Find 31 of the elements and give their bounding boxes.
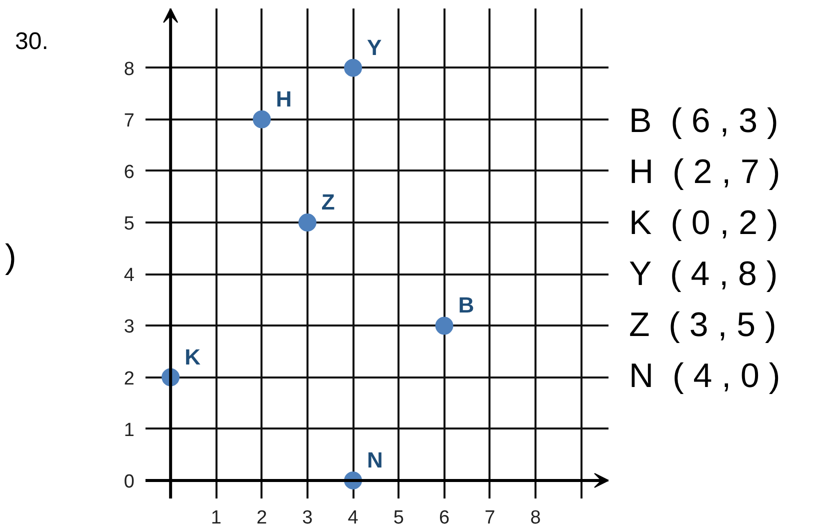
x-tick-label: 3 xyxy=(302,508,313,528)
y-tick-label: 7 xyxy=(124,110,135,132)
x-tick-label: 8 xyxy=(530,508,541,528)
x-tick-label: 7 xyxy=(484,508,496,528)
text: Y ( 4 , 8 ) xyxy=(629,254,778,295)
x-tick-label: 5 xyxy=(393,508,404,528)
x-tick-label: 1 xyxy=(210,508,222,528)
data-label: H xyxy=(276,86,292,112)
y-tick-label: 5 xyxy=(124,214,135,235)
text: K ( 0 , 2 ) xyxy=(629,203,778,244)
data-label: B xyxy=(458,292,474,318)
y-tick-label: 1 xyxy=(124,420,135,441)
y-tick-label: 2 xyxy=(124,368,135,390)
y-tick-label: 6 xyxy=(124,162,135,183)
y-tick-label: 4 xyxy=(124,265,135,286)
data-label: N xyxy=(367,447,383,472)
text: Z ( 3 , 5 ) xyxy=(629,305,776,346)
text: B ( 6 , 3 ) xyxy=(629,101,778,142)
text: ) xyxy=(5,237,16,278)
text: 30. xyxy=(15,27,48,57)
data-label: Y xyxy=(367,34,382,60)
x-tick-label: 4 xyxy=(348,508,359,528)
text: N ( 4 , 0 ) xyxy=(629,356,780,397)
y-tick-label: 3 xyxy=(124,316,135,338)
y-tick-label: 8 xyxy=(124,58,135,80)
text: H ( 2 , 7 ) xyxy=(629,152,780,193)
x-tick-label: 2 xyxy=(256,508,268,528)
y-tick-label: 0 xyxy=(124,471,135,492)
data-label: K xyxy=(184,344,201,370)
data-label: Z xyxy=(321,190,335,215)
x-tick-label: 6 xyxy=(439,508,450,528)
